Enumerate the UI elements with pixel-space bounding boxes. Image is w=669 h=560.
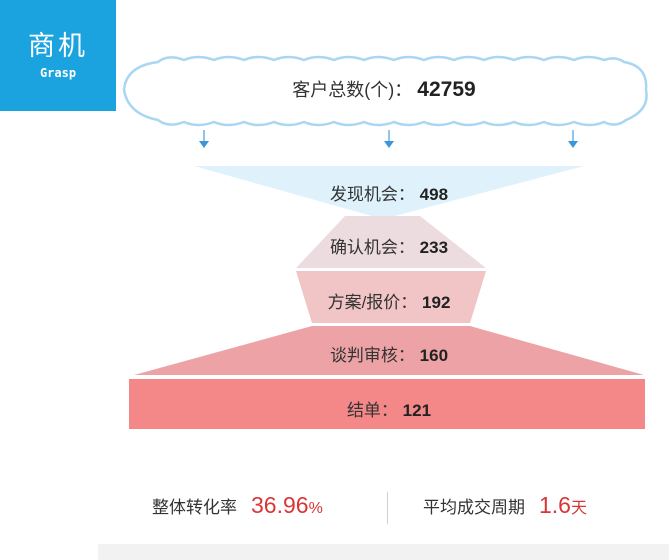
stage-closed-value: 121 bbox=[402, 401, 432, 420]
down-arrow-icon bbox=[199, 130, 209, 148]
stage-confirm-value: 233 bbox=[419, 238, 449, 257]
stage-discover-label: 发现机会： 498 bbox=[329, 185, 449, 204]
stage-closed-label: 结单： 121 bbox=[346, 401, 432, 420]
avg-cycle-value: 1.6 bbox=[539, 492, 571, 518]
avg-cycle-label: 平均成交周期 bbox=[423, 498, 525, 517]
avg-cycle-unit: 天 bbox=[570, 500, 587, 517]
avg-cycle-metric: 平均成交周期 1.6天 bbox=[423, 492, 587, 519]
total-customers: 客户总数(个)： 42759 bbox=[118, 76, 650, 102]
stage-proposal-label: 方案/报价： 192 bbox=[327, 293, 451, 312]
funnel-stage-discover bbox=[194, 166, 584, 216]
stage-negotiation-label: 谈判审核： 160 bbox=[329, 346, 449, 365]
cloud-shape bbox=[122, 55, 648, 127]
badge-subtitle: Grasp bbox=[39, 66, 77, 80]
stage-discover-value: 498 bbox=[419, 185, 449, 204]
funnel-stage-confirm bbox=[296, 216, 486, 268]
stage-confirm-label: 确认机会： 233 bbox=[329, 238, 449, 257]
conversion-rate-metric: 整体转化率 36.96% bbox=[152, 492, 323, 519]
badge-title: 商机 bbox=[28, 31, 88, 62]
conversion-rate-unit: % bbox=[308, 500, 323, 517]
module-badge: 商机 Grasp bbox=[0, 0, 116, 111]
stage-proposal-value: 192 bbox=[422, 293, 451, 312]
funnel-stage-negotiation bbox=[134, 326, 644, 375]
conversion-rate-value: 36.96 bbox=[251, 492, 309, 518]
funnel-stage-proposal bbox=[296, 271, 486, 323]
stage-negotiation-value: 160 bbox=[419, 346, 449, 365]
down-arrow-icon bbox=[384, 130, 394, 148]
conversion-rate-label: 整体转化率 bbox=[152, 498, 237, 517]
footer-strip bbox=[98, 544, 669, 560]
summary-metrics: 整体转化率 36.96% 平均成交周期 1.6天 bbox=[0, 492, 669, 528]
down-arrow-icon bbox=[568, 130, 578, 148]
metrics-divider bbox=[387, 492, 388, 524]
total-customers-value: 42759 bbox=[417, 78, 476, 101]
funnel-stage-closed bbox=[129, 379, 645, 429]
total-customers-label: 客户总数(个)： bbox=[292, 80, 413, 100]
